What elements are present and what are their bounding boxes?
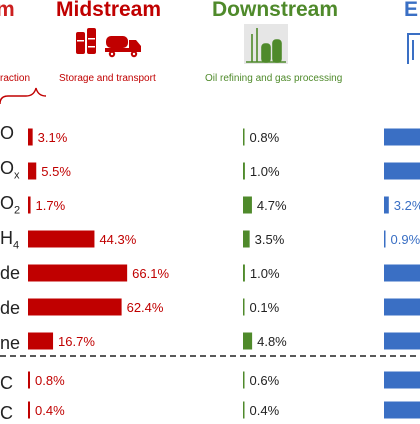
midstream-bar-7 bbox=[28, 372, 30, 389]
downstream-bar-1 bbox=[243, 163, 245, 180]
midstream-value-label-2: 1.7% bbox=[36, 198, 66, 213]
enduse-bar-5 bbox=[384, 299, 420, 316]
enduse-bar-1 bbox=[384, 163, 420, 180]
midstream-bar-6 bbox=[28, 333, 53, 350]
downstream-value-label-6: 4.8% bbox=[257, 334, 287, 349]
midstream-bar-5 bbox=[28, 299, 122, 316]
downstream-value-label-4: 1.0% bbox=[250, 266, 280, 281]
downstream-value-label-0: 0.8% bbox=[250, 130, 280, 145]
tanker-truck-icon bbox=[105, 36, 141, 57]
refinery-icon bbox=[244, 24, 288, 64]
enduse-bar-8 bbox=[384, 402, 420, 419]
building-icon bbox=[408, 34, 420, 64]
oil-barrels-icon bbox=[76, 28, 96, 54]
downstream-bar-0 bbox=[243, 129, 245, 146]
enduse-bar-4 bbox=[384, 265, 420, 282]
enduse-bar-0 bbox=[384, 129, 420, 146]
downstream-bar-7 bbox=[243, 372, 245, 389]
enduse-bar-7 bbox=[384, 372, 420, 389]
midstream-bar-0 bbox=[28, 129, 33, 146]
downstream-bar-4 bbox=[243, 265, 245, 282]
downstream-bar-3 bbox=[243, 231, 250, 248]
midstream-value-label-4: 66.1% bbox=[132, 266, 169, 281]
downstream-value-label-2: 4.7% bbox=[257, 198, 287, 213]
midstream-value-label-1: 5.5% bbox=[41, 164, 71, 179]
midstream-bar-3 bbox=[28, 231, 94, 248]
downstream-value-label-8: 0.4% bbox=[250, 403, 280, 418]
downstream-bar-8 bbox=[243, 402, 245, 419]
enduse-bar-2 bbox=[384, 197, 389, 214]
midstream-value-label-8: 0.4% bbox=[35, 403, 65, 418]
downstream-bar-2 bbox=[243, 197, 252, 214]
midstream-bar-1 bbox=[28, 163, 36, 180]
midstream-value-label-6: 16.7% bbox=[58, 334, 95, 349]
downstream-bar-6 bbox=[243, 333, 252, 350]
enduse-bar-3 bbox=[384, 231, 386, 248]
enduse-value-label-2: 3.2% bbox=[394, 198, 420, 213]
midstream-value-label-7: 0.8% bbox=[35, 373, 65, 388]
midstream-bar-2 bbox=[28, 197, 31, 214]
downstream-bar-5 bbox=[243, 299, 245, 316]
enduse-value-label-3: 0.9% bbox=[391, 232, 420, 247]
upstream-bracket bbox=[0, 88, 46, 104]
downstream-value-label-3: 3.5% bbox=[255, 232, 285, 247]
midstream-bar-8 bbox=[28, 402, 30, 419]
downstream-value-label-5: 0.1% bbox=[250, 300, 280, 315]
midstream-value-label-3: 44.3% bbox=[99, 232, 136, 247]
midstream-value-label-0: 3.1% bbox=[38, 130, 68, 145]
downstream-value-label-1: 1.0% bbox=[250, 164, 280, 179]
midstream-bar-4 bbox=[28, 265, 127, 282]
downstream-value-label-7: 0.6% bbox=[250, 373, 280, 388]
midstream-value-label-5: 62.4% bbox=[127, 300, 164, 315]
enduse-bar-6 bbox=[384, 333, 420, 350]
